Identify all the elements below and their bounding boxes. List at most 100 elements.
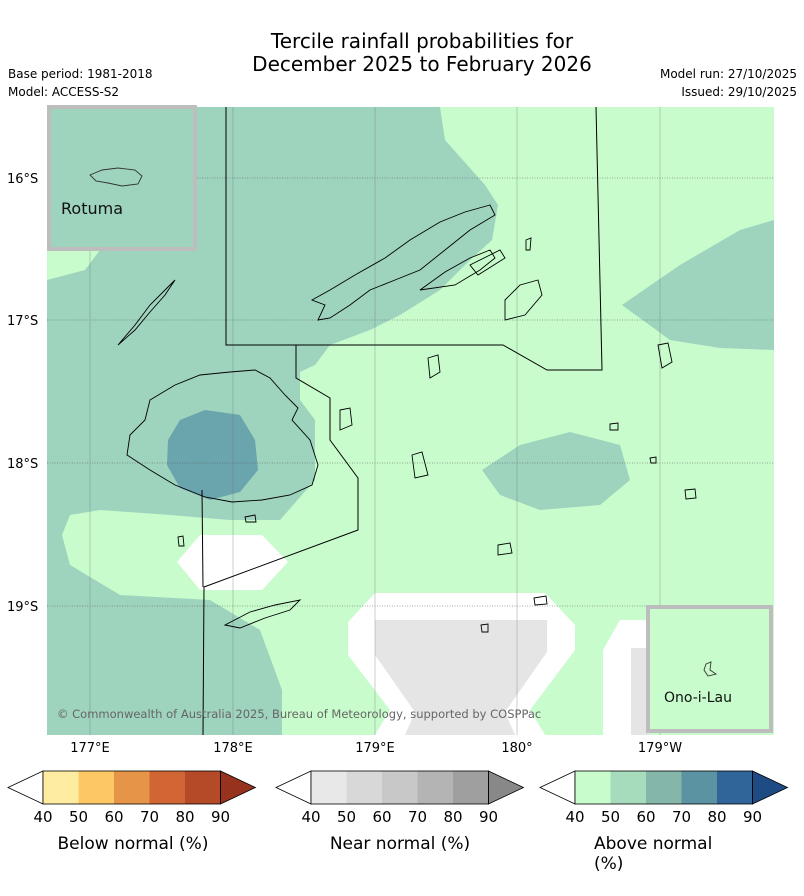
island-gau [427,354,441,379]
colorbar-near-segment [382,771,418,804]
lon-label-180: 180° [501,741,533,756]
colorbar-near-segment [417,771,453,804]
inset-label-ono-i-lau: Ono-i-Lau [664,690,732,706]
region-near-40-west [177,535,288,590]
inset-label-rotuma: Rotuma [61,199,123,218]
colorbar-near-tick: 50 [336,808,357,826]
colorbar-above-segment [717,771,753,804]
island-lau-3 [480,623,489,633]
lat-label-19s: 19°S [7,600,38,615]
island-totoya [497,542,513,556]
colorbar-near-tick: 70 [407,808,428,826]
colorbar-near-segment [346,771,382,804]
island-kadavu [223,599,302,629]
lat-label-18s: 18°S [7,457,38,472]
colorbar-below-tick: 60 [104,808,124,826]
colorbar-above-segment [646,771,682,804]
lon-label-178e: 178°E [213,741,253,756]
colorbar-below-max-extend [220,770,257,805]
colorbar-above-min-extend [539,770,576,805]
island-beqa [244,514,257,523]
title-line-1: Tercile rainfall probabilities for [270,29,574,53]
colorbar-above-tick: 60 [636,808,656,826]
island-lau-1 [684,488,697,500]
colorbar-above-frame [574,770,753,805]
island-lau-4 [609,422,619,431]
colorbar-above-segment [610,771,646,804]
colorbar-below-segment [78,771,114,804]
meta-right: Model run: 27/10/2025 Issued: 29/10/2025 [660,65,797,101]
model-name: Model: ACCESS-S2 [8,85,120,99]
island-koro [339,407,353,431]
meta-left: Base period: 1981-2018 Model: ACCESS-S2 [8,65,153,101]
island-small-1 [469,249,506,276]
colorbar-near-tick: 40 [301,808,321,826]
colorbar-above-tick: 90 [742,808,763,826]
lat-label-16s: 16°S [7,172,38,187]
title-line-2: December 2025 to February 2026 [252,52,592,76]
colorbar-below-frame [42,770,221,805]
island-moala [411,451,429,479]
colorbar-below-segment [114,771,150,804]
issued-date: Issued: 29/10/2025 [681,85,797,99]
colorbar-below-segment [185,771,221,804]
island-small-2 [504,279,543,321]
colorbar-near-tick: 90 [478,808,499,826]
colorbar-above-segment [681,771,717,804]
island-lakeba [657,342,673,369]
colorbar-below-tick: 90 [210,808,231,826]
colorbar-label-above: Above normal (%) [594,834,713,874]
colorbar-near-frame [310,770,489,805]
colorbar-above-max-extend [752,770,789,805]
base-period: Base period: 1981-2018 [8,67,153,81]
colorbar-above-tick: 40 [565,808,585,826]
boundary-lines [201,107,603,735]
colorbar-below-tick: 80 [175,808,195,826]
colorbar-near-min-extend [275,770,312,805]
model-run: Model run: 27/10/2025 [659,67,797,81]
colorbar-above-tick: 70 [671,808,692,826]
region-near-50-south [375,620,547,735]
island-rotuma [89,167,143,187]
colorbar-below-segment [149,771,185,804]
colorbar-below-min-extend [7,770,44,805]
copyright-note: © Commonwealth of Australia 2025, Bureau… [57,707,541,721]
colorbar-above-segment [575,771,611,804]
lon-label-177e: 177°E [70,741,110,756]
island-ono-i-lau [703,661,718,677]
island-yasawa [117,279,176,346]
lat-label-17s: 17°S [7,314,38,329]
map-title: Tercile rainfall probabilities for Decem… [180,30,664,76]
lon-label-179e: 179°E [355,741,395,756]
colorbar-below-segment [43,771,79,804]
island-vanua-levu [310,204,496,321]
region-above-60-central [482,432,630,510]
colorbar-below-tick: 40 [33,808,53,826]
colorbars [7,770,789,805]
islands [117,204,697,633]
island-lau-5 [649,456,657,464]
colorbar-near-tick: 60 [372,808,392,826]
colorbar-below-tick: 70 [139,808,160,826]
lat-labels: 16°S 17°S 18°S 19°S [7,172,38,615]
colorbar-near-segment [311,771,347,804]
island-viti-levu [126,369,319,503]
colorbar-near-segment [453,771,489,804]
colorbar-near-tick: 80 [443,808,463,826]
lon-label-179w: 179°W [637,741,683,756]
colorbar-label-near: Near normal (%) [329,834,471,854]
region-above-60-west [47,107,498,735]
island-lau-2 [533,595,548,606]
region-above-50-nw [47,250,100,280]
colorbar-below-tick: 50 [68,808,89,826]
region-above-70 [167,410,258,500]
inset-ono-i-lau [646,605,773,733]
colorbar-label-below: Below normal (%) [57,834,209,854]
island-vatulele [177,535,185,547]
colorbar-above-tick: 50 [600,808,621,826]
inset-rotuma [47,105,197,251]
region-near-50-east [631,648,650,735]
colorbar-near-max-extend [488,770,525,805]
colorbar-above-tick: 80 [707,808,727,826]
